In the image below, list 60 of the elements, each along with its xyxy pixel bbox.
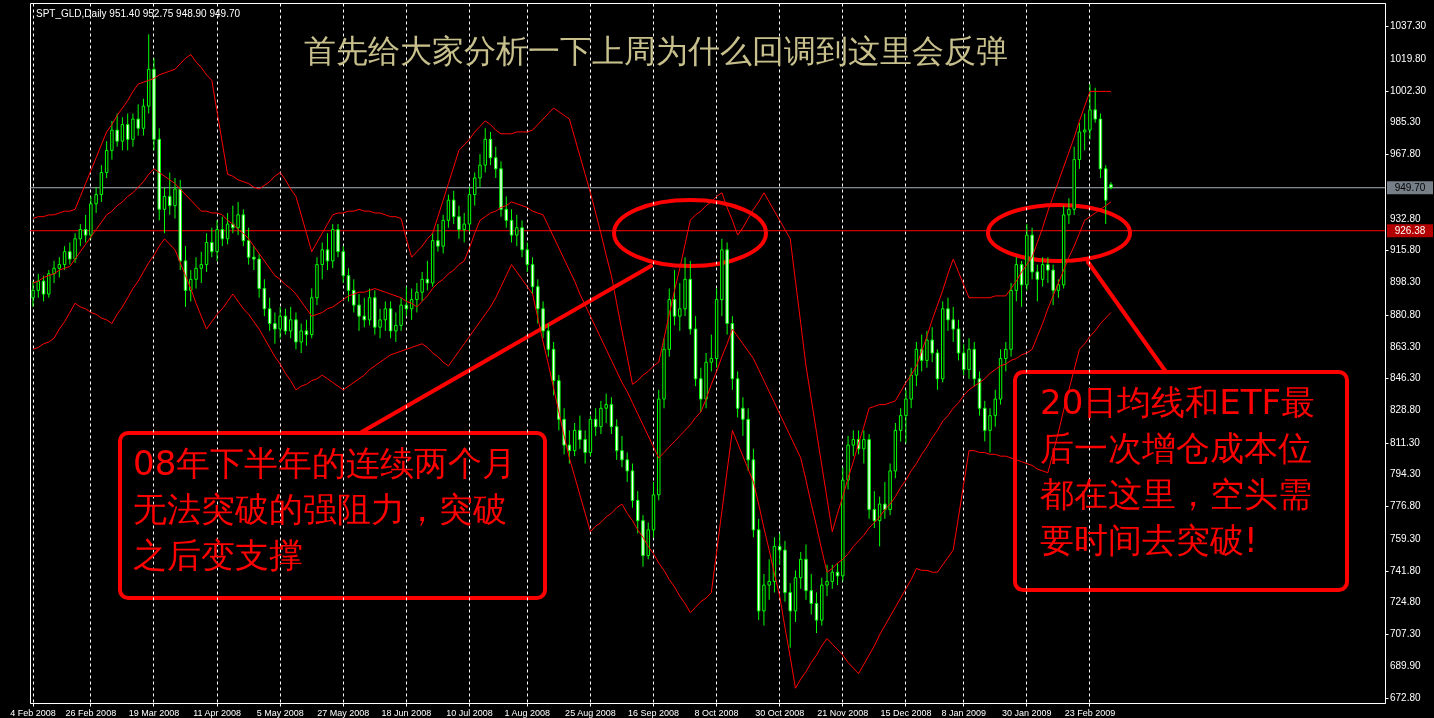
y-tick-label: 794.30: [1390, 468, 1422, 480]
x-tick-label: 25 Aug 2008: [565, 707, 616, 718]
y-tick-label: 776.80: [1390, 500, 1422, 512]
chart-subtitle: SPT_GLD,Daily 951.40 952.75 948.90 949.70: [36, 8, 241, 19]
y-tick-label: 846.30: [1390, 372, 1422, 384]
y-tick-label: 1019.80: [1390, 52, 1427, 64]
candlestick: [283, 308, 288, 336]
y-tick-label: 828.80: [1390, 404, 1422, 416]
x-tick-label: 19 Mar 2008: [128, 707, 180, 718]
candlestick: [509, 208, 514, 243]
y-tick-label: 741.80: [1390, 564, 1422, 576]
y-tick-label: 1037.30: [1390, 20, 1427, 32]
ref-line-label: 949.70: [1394, 181, 1426, 193]
y-tick-label: 759.30: [1390, 532, 1422, 544]
x-tick-label: 18 Jun 2008: [381, 707, 432, 718]
x-tick-label: 26 Feb 2008: [65, 707, 117, 718]
y-tick-label: 985.30: [1390, 116, 1422, 128]
y-tick-label: 915.80: [1390, 244, 1422, 256]
candlestick: [425, 260, 430, 291]
candlestick: [83, 214, 88, 243]
y-tick-label: 689.90: [1390, 660, 1422, 672]
x-tick-label: 30 Jan 2009: [1002, 707, 1052, 718]
candlestick: [346, 267, 351, 302]
y-tick-label: 1002.30: [1390, 84, 1427, 96]
candlestick: [446, 194, 451, 229]
x-tick-label: 27 May 2008: [317, 707, 370, 718]
x-tick-label: 8 Jan 2009: [941, 707, 987, 718]
candlestick: [225, 212, 230, 245]
annotation: 08年下半年的连续两个月无法突破的强阻力，突破之后变支撑: [133, 443, 517, 575]
y-tick-label: 880.80: [1390, 308, 1422, 320]
candlestick: [672, 269, 677, 326]
candlestick: [956, 319, 961, 361]
y-tick-label: 863.30: [1390, 340, 1422, 352]
y-tick-label: 932.80: [1390, 212, 1422, 224]
x-tick-label: 11 Apr 2008: [193, 707, 241, 718]
x-tick-label: 1 Aug 2008: [504, 707, 551, 718]
candlestick: [304, 319, 309, 347]
candlestick: [1040, 256, 1045, 288]
y-tick-label: 898.30: [1390, 276, 1422, 288]
candlestick: [814, 591, 819, 634]
candlestick: [835, 562, 840, 586]
candlestick: [388, 300, 393, 339]
text: 首先给大家分析一下上周为什么回调到这里会反弹: [304, 32, 1008, 70]
x-tick-label: 10 Jul 2008: [446, 707, 493, 718]
x-tick-label: 5 May 2008: [256, 707, 304, 718]
y-tick-label: 967.80: [1390, 148, 1422, 160]
y-tick-label: 724.80: [1390, 596, 1422, 608]
y-tick-label: 707.30: [1390, 628, 1422, 640]
candlestick: [325, 232, 330, 271]
x-tick-label: 15 Dec 2008: [880, 707, 932, 718]
y-tick-label: 811.30: [1390, 436, 1421, 448]
ref-line-label: 926.38: [1394, 224, 1426, 236]
candlestick: [120, 116, 125, 151]
x-tick-label: 21 Nov 2008: [817, 707, 869, 718]
y-tick-label: 672.80: [1390, 691, 1422, 703]
x-tick-label: 16 Sep 2008: [627, 707, 680, 718]
x-tick-label: 30 Oct 2008: [755, 707, 805, 718]
x-tick-label: 23 Feb 2009: [1064, 707, 1116, 718]
x-tick-label: 4 Feb 2008: [10, 707, 56, 718]
x-tick-label: 8 Oct 2008: [694, 707, 739, 718]
